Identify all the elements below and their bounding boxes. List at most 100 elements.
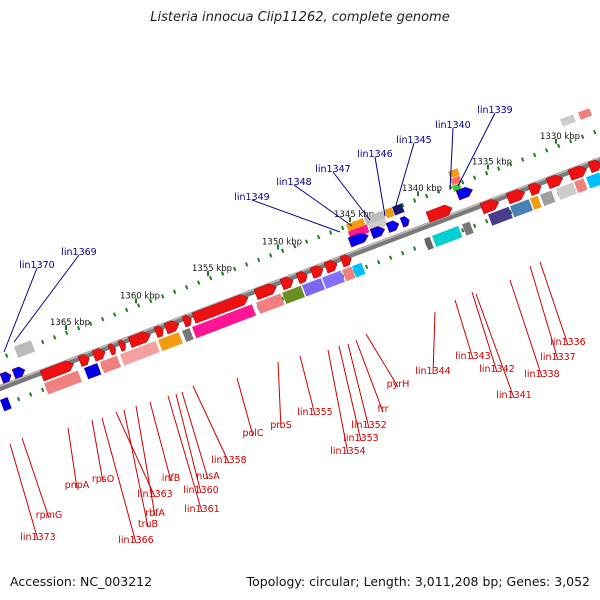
bottom-gene-label: lin1361 bbox=[184, 504, 219, 515]
gene-block bbox=[346, 218, 367, 233]
bottom-gene-label: lin1354 bbox=[330, 446, 365, 457]
callout-leader bbox=[365, 333, 399, 388]
tick-dot bbox=[461, 228, 465, 233]
gene-arrow bbox=[505, 189, 526, 205]
gene-block bbox=[352, 262, 366, 278]
gene-block bbox=[158, 332, 183, 352]
tick-dot bbox=[328, 230, 333, 235]
callout-leader bbox=[449, 127, 454, 191]
callout-leader bbox=[374, 156, 386, 217]
bottom-gene-label: lin1342 bbox=[479, 364, 514, 375]
callout-leader bbox=[91, 419, 104, 483]
gene-arrow bbox=[339, 254, 352, 268]
callout-leader bbox=[123, 409, 149, 528]
gene-arrow bbox=[117, 339, 126, 352]
gene-arrow bbox=[253, 283, 277, 301]
tick-dot bbox=[113, 312, 117, 317]
top-gene-label: lin1346 bbox=[357, 149, 392, 160]
top-gene-label: lin1340 bbox=[435, 120, 470, 131]
bottom-gene-label: nusA bbox=[196, 471, 220, 482]
callout-leader bbox=[393, 142, 415, 213]
tick-dot bbox=[65, 330, 69, 336]
gene-block bbox=[384, 207, 395, 219]
gene-arrow bbox=[399, 216, 410, 228]
tick-dot bbox=[389, 255, 393, 260]
tick-dot bbox=[89, 321, 93, 326]
tick-dot bbox=[365, 264, 369, 270]
tick-dot bbox=[17, 396, 21, 402]
callout-leader bbox=[101, 417, 137, 544]
tick-dot bbox=[245, 262, 249, 267]
bottom-gene-label: lin1360 bbox=[183, 485, 218, 496]
feature-track bbox=[0, 108, 600, 412]
tick-dot bbox=[557, 143, 561, 149]
gene-block bbox=[192, 304, 257, 339]
callout-leader bbox=[181, 391, 209, 480]
gene-arrow bbox=[107, 343, 116, 356]
tick-dot bbox=[473, 175, 477, 180]
accession-text: Accession: NC_003212 bbox=[10, 574, 153, 589]
bottom-gene-label: lin1373 bbox=[20, 532, 55, 543]
bottom-gene-label: lin1338 bbox=[524, 369, 559, 380]
callout-leader bbox=[9, 443, 39, 541]
gene-block bbox=[0, 397, 12, 412]
gene-block bbox=[431, 225, 463, 248]
tick-dot bbox=[341, 225, 345, 231]
bottom-gene-label: lin1352 bbox=[351, 420, 386, 431]
top-gene-label: lin1347 bbox=[315, 164, 350, 175]
callout-leader bbox=[539, 261, 569, 346]
gene-arrow bbox=[567, 165, 588, 181]
tick-dot bbox=[473, 223, 477, 228]
bottom-gene-label: truB bbox=[138, 519, 158, 530]
gene-block bbox=[13, 340, 36, 358]
gene-block bbox=[43, 370, 82, 395]
kbp-ruler: 1330 kbp 1335 kbp 1340 kbp 1345 kbp 1350 kbp… bbox=[50, 132, 580, 330]
gene-arrow bbox=[527, 182, 542, 196]
callout-leader bbox=[251, 199, 341, 233]
callout-leader bbox=[327, 349, 349, 455]
gene-block bbox=[586, 172, 600, 189]
gene-block bbox=[182, 327, 194, 343]
gene-block bbox=[560, 114, 576, 127]
tick-dot bbox=[568, 139, 573, 144]
gene-block bbox=[120, 340, 160, 366]
gene-arrow bbox=[309, 265, 324, 279]
gene-block bbox=[462, 221, 474, 236]
top-gene-label: lin1345 bbox=[396, 135, 431, 146]
gene-block bbox=[282, 285, 305, 305]
topology-text: Topology: circular; Length: 3,011,208 bp… bbox=[246, 574, 590, 589]
gene-block bbox=[322, 270, 345, 289]
tick-dot bbox=[257, 257, 261, 263]
gene-arrow bbox=[545, 174, 564, 190]
bottom-gene-label: lin1344 bbox=[415, 366, 450, 377]
bottom-gene-label: rpmG bbox=[36, 510, 63, 521]
tick-dot bbox=[581, 134, 585, 139]
callout-leader bbox=[3, 267, 38, 353]
tick-dot bbox=[521, 157, 525, 162]
bottom-gene-label: lin1355 bbox=[297, 407, 332, 418]
tick-dot bbox=[461, 180, 465, 185]
gene-block bbox=[540, 190, 556, 207]
gene-arrow bbox=[11, 366, 26, 380]
bottom-gene-label: rbfA bbox=[145, 508, 165, 519]
tick-dot bbox=[77, 326, 81, 331]
gene-arrow bbox=[479, 199, 500, 215]
tick-dot bbox=[125, 307, 129, 313]
gene-arrow bbox=[39, 360, 75, 382]
ruler-tick-label: 1340 kbp bbox=[402, 184, 442, 194]
bottom-gene-label: pyrH bbox=[387, 379, 410, 390]
tick-dot bbox=[533, 152, 537, 158]
tick-dot bbox=[497, 166, 501, 171]
callout-leader bbox=[175, 393, 202, 494]
bottom-gene-label: lin1366 bbox=[118, 535, 153, 546]
gene-arrow bbox=[163, 320, 180, 335]
ruler-tick-label: 1355 kbp bbox=[192, 264, 232, 274]
callout-leader bbox=[192, 385, 230, 464]
callout-leader bbox=[475, 293, 515, 399]
ruler-tick-label: 1350 kbp bbox=[262, 237, 302, 247]
gene-arrow bbox=[369, 226, 386, 240]
bottom-gene-label: proS bbox=[270, 420, 292, 431]
tick-dot bbox=[221, 271, 225, 276]
bottom-gene-label: infB bbox=[162, 473, 181, 484]
bottom-gene-label: lin1341 bbox=[496, 390, 531, 401]
